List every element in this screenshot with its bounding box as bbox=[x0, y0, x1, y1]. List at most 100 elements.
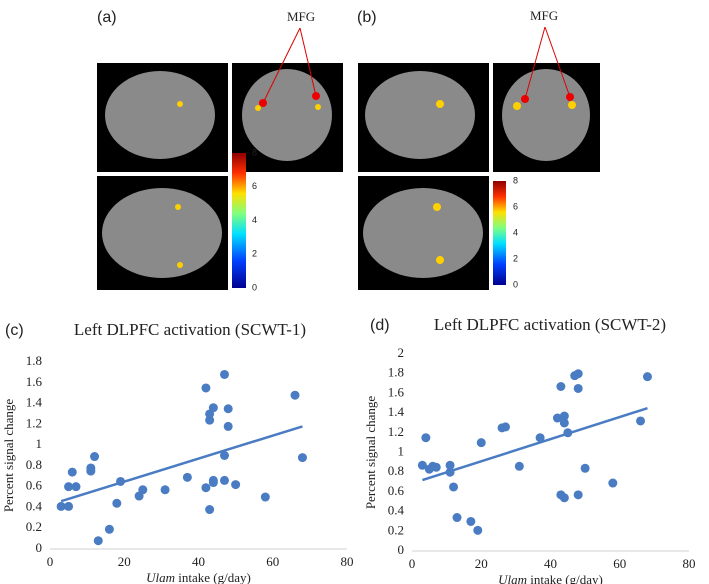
colorbar-tick-label: 4 bbox=[252, 215, 257, 225]
data-point bbox=[476, 438, 486, 448]
y-tick-label: 1.8 bbox=[26, 353, 42, 368]
x-axis-label: Ulam intake (g/day) bbox=[498, 572, 603, 584]
data-point bbox=[231, 480, 241, 490]
colorbar-tick-label: 2 bbox=[513, 253, 518, 263]
data-point bbox=[64, 482, 74, 492]
data-point bbox=[67, 467, 77, 477]
data-point bbox=[56, 501, 66, 511]
data-point bbox=[559, 411, 569, 421]
data-point bbox=[219, 451, 229, 460]
data-point bbox=[290, 390, 300, 400]
data-point bbox=[205, 415, 215, 425]
data-point bbox=[104, 524, 114, 534]
data-point bbox=[138, 485, 148, 495]
data-point bbox=[573, 383, 583, 393]
x-tick-label: 60 bbox=[266, 554, 279, 569]
x-axis-label-italic: Ulam bbox=[498, 572, 527, 584]
panel-label: (a) bbox=[97, 9, 117, 26]
x-tick-label: 20 bbox=[118, 554, 131, 569]
x-axis-label-italic: Ulam bbox=[146, 570, 175, 584]
y-tick-label: 0.6 bbox=[388, 483, 405, 498]
data-point bbox=[556, 382, 566, 392]
x-tick-label: 80 bbox=[341, 554, 354, 569]
data-point bbox=[552, 413, 562, 423]
x-axis-label-text: intake (g/day) bbox=[527, 572, 603, 584]
panel-label: (b) bbox=[357, 9, 377, 26]
x-tick-label: 0 bbox=[409, 556, 416, 571]
x-tick-label: 0 bbox=[47, 554, 54, 569]
y-tick-label: 1.6 bbox=[26, 374, 43, 389]
x-tick-label: 40 bbox=[544, 556, 557, 571]
data-point bbox=[223, 404, 233, 414]
y-tick-label: 1.4 bbox=[26, 395, 43, 410]
x-tick-label: 20 bbox=[475, 556, 488, 571]
data-point bbox=[417, 460, 427, 470]
trend-line bbox=[422, 406, 648, 482]
y-tick-label: 2 bbox=[398, 345, 405, 360]
data-point bbox=[201, 483, 211, 493]
colorbar-tick-label: 4 bbox=[513, 227, 518, 237]
annotation: MFG bbox=[530, 8, 558, 23]
y-axis-label: Percent signal change bbox=[1, 399, 16, 513]
data-point bbox=[449, 482, 459, 492]
colorbar-tick-label: 6 bbox=[252, 181, 257, 191]
y-tick-label: 0 bbox=[36, 540, 43, 555]
colorbar-tick-label: 0 bbox=[513, 279, 518, 289]
data-point bbox=[514, 461, 524, 471]
data-point bbox=[608, 478, 618, 488]
data-point bbox=[636, 416, 646, 426]
data-point bbox=[208, 403, 218, 413]
data-point bbox=[431, 462, 441, 472]
brain-images bbox=[97, 26, 600, 290]
data-point bbox=[297, 453, 307, 463]
colorbar-tick-label: 0 bbox=[252, 282, 257, 292]
y-tick-label: 0.2 bbox=[388, 522, 404, 537]
data-point bbox=[452, 513, 462, 523]
data-point bbox=[445, 460, 455, 470]
chart-title: Left DLPFC activation (SCWT-1) bbox=[74, 320, 306, 339]
data-point bbox=[201, 383, 211, 393]
data-point bbox=[573, 369, 583, 379]
data-point bbox=[559, 418, 569, 428]
panel-label: (c) bbox=[5, 322, 24, 339]
data-point bbox=[182, 472, 192, 482]
colorbar-tick-label: 6 bbox=[513, 201, 518, 211]
panel-label: (d) bbox=[370, 317, 390, 334]
trend-line bbox=[60, 425, 303, 503]
data-point bbox=[86, 463, 96, 473]
colorbar-tick-label: 2 bbox=[252, 249, 257, 259]
annotation: MFG bbox=[287, 9, 315, 24]
x-axis-label-text: intake (g/day) bbox=[175, 570, 251, 584]
y-tick-label: 1 bbox=[398, 443, 405, 458]
data-point bbox=[71, 482, 81, 492]
colorbar-tick-label: 8 bbox=[513, 175, 518, 185]
data-point bbox=[219, 369, 229, 379]
y-tick-label: 0 bbox=[398, 542, 405, 557]
y-tick-label: 0.2 bbox=[26, 519, 42, 534]
data-point bbox=[93, 536, 103, 546]
y-tick-label: 0.4 bbox=[388, 503, 405, 518]
y-tick-label: 1.6 bbox=[388, 384, 405, 399]
y-tick-label: 0.4 bbox=[26, 498, 43, 513]
data-point bbox=[219, 475, 229, 485]
data-point bbox=[473, 525, 483, 535]
y-tick-label: 0.6 bbox=[26, 478, 43, 493]
y-tick-label: 0.8 bbox=[26, 457, 42, 472]
data-point bbox=[208, 475, 218, 485]
y-tick-label: 1.8 bbox=[388, 365, 404, 380]
data-point bbox=[421, 433, 431, 443]
y-tick-label: 0.8 bbox=[388, 463, 404, 478]
x-tick-label: 80 bbox=[683, 556, 696, 571]
y-axis-label: Percent signal change bbox=[363, 396, 378, 510]
data-point bbox=[160, 485, 170, 495]
data-point bbox=[500, 422, 510, 432]
data-point bbox=[260, 492, 270, 502]
x-tick-label: 60 bbox=[613, 556, 626, 571]
x-axis-label: Ulam intake (g/day) bbox=[146, 570, 251, 584]
data-point bbox=[466, 516, 476, 526]
y-tick-label: 1.4 bbox=[388, 404, 405, 419]
data-point bbox=[535, 433, 545, 443]
data-point bbox=[223, 421, 233, 431]
data-point bbox=[64, 501, 74, 511]
